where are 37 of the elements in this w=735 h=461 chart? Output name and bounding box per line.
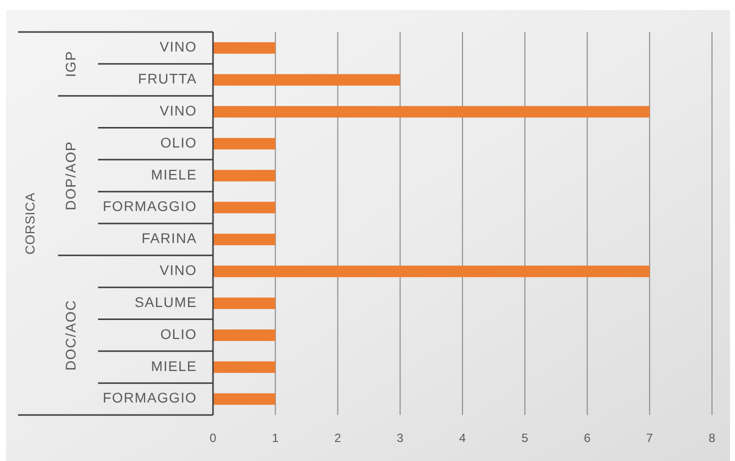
x-tick-label: 7 bbox=[646, 431, 654, 446]
x-tick-label: 6 bbox=[584, 431, 591, 446]
text: IGP bbox=[62, 50, 79, 78]
text: CORSICA bbox=[22, 192, 38, 255]
y-tick-label: VINO bbox=[160, 262, 197, 278]
bar bbox=[213, 202, 276, 214]
x-tick-label: 8 bbox=[708, 431, 716, 446]
y-tick-label: OLIO bbox=[160, 134, 197, 150]
bar bbox=[213, 42, 276, 54]
x-tick-label: 2 bbox=[334, 431, 342, 446]
y-tick-label: FRUTTA bbox=[138, 70, 197, 87]
x-tick-label: 0 bbox=[210, 431, 217, 446]
text: DOP/AOP bbox=[62, 140, 79, 210]
x-tick-label: 5 bbox=[522, 431, 529, 446]
y-tick-label: VINO bbox=[160, 102, 197, 118]
bar bbox=[213, 74, 400, 86]
text: DOC/AOC bbox=[62, 300, 79, 371]
bar bbox=[213, 266, 650, 278]
y-tick-label: FARINA bbox=[142, 230, 197, 246]
y-tick-label: FORMAGGIO bbox=[102, 198, 197, 214]
bar bbox=[213, 329, 276, 341]
y-tick-label: FORMAGGIO bbox=[102, 390, 197, 406]
bar bbox=[213, 234, 276, 246]
y-tick-label: OLIO bbox=[160, 326, 197, 342]
y-tick-label: MIELE bbox=[150, 358, 197, 374]
bar bbox=[213, 361, 276, 373]
y-tick-label: MIELE bbox=[150, 166, 197, 182]
y-tick-label: VINO bbox=[160, 38, 197, 55]
bar bbox=[213, 106, 650, 118]
x-tick-label: 1 bbox=[272, 431, 280, 446]
bar bbox=[213, 298, 276, 310]
bar bbox=[213, 170, 276, 182]
bar bbox=[213, 138, 276, 150]
y-tick-label: SALUME bbox=[134, 294, 197, 310]
bar bbox=[213, 393, 276, 405]
x-tick-label: 4 bbox=[459, 431, 466, 446]
x-tick-label: 3 bbox=[396, 431, 404, 446]
